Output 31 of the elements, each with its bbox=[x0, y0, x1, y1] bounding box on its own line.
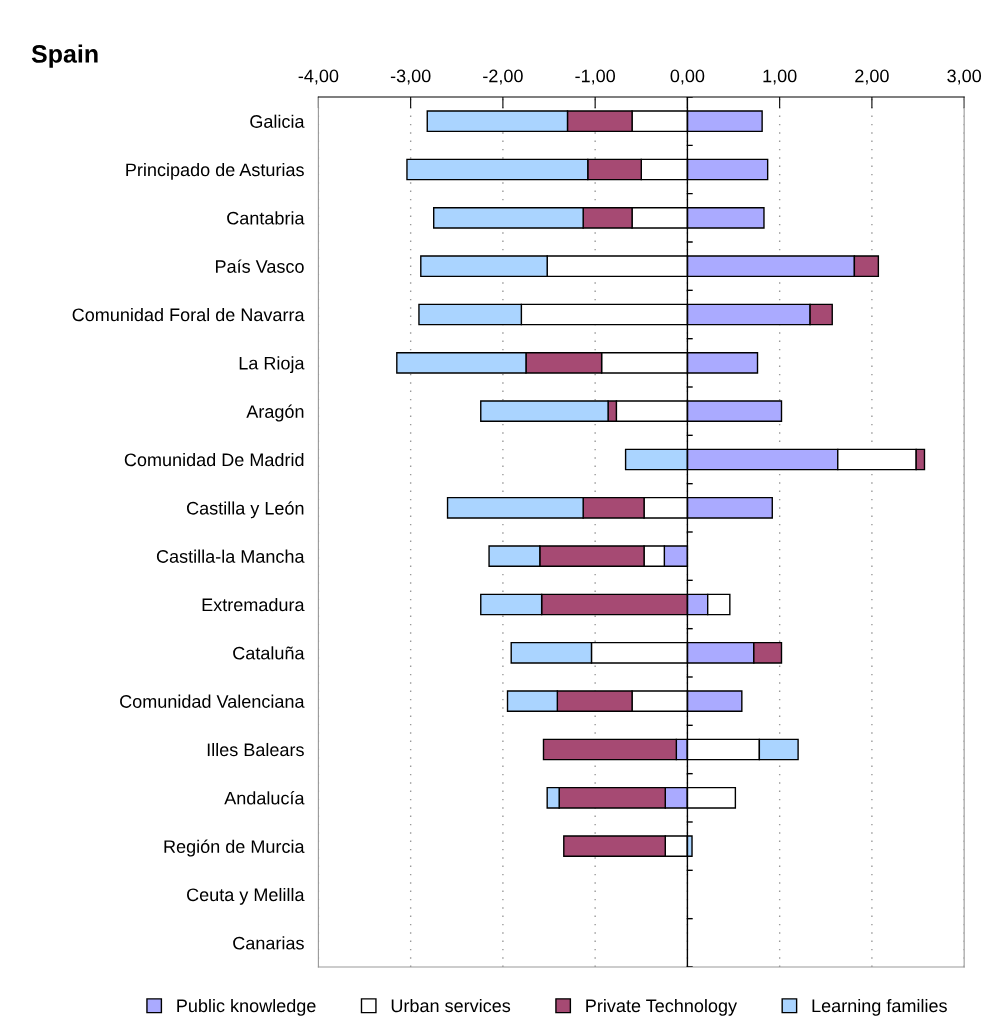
y-tick-label: País Vasco bbox=[216, 259, 304, 273]
y-tick-label: Región de Murcia bbox=[164, 839, 305, 857]
y-tick-label: Cataluña bbox=[233, 646, 305, 660]
x-tick-label: -4,00 bbox=[298, 69, 339, 85]
x-tick-label: 2,00 bbox=[855, 69, 889, 85]
y-tick-label: La Rioja bbox=[239, 356, 305, 374]
y-tick-label: Principado de Asturias bbox=[126, 162, 304, 180]
legend-label: Learning families bbox=[812, 998, 947, 1016]
y-tick-label: Cantabria bbox=[227, 211, 305, 225]
legend-label: Public knowledge bbox=[177, 998, 316, 1016]
y-tick-label: Castilla-la Mancha bbox=[156, 549, 305, 563]
legend-label: Urban services bbox=[391, 998, 511, 1013]
x-tick-label: 3,00 bbox=[947, 69, 982, 85]
y-tick-label: Canarias bbox=[233, 936, 304, 950]
y-tick-label: Aragón bbox=[246, 404, 304, 422]
x-tick-label: -1,00 bbox=[575, 69, 616, 85]
y-tick-label: Extremadura bbox=[202, 597, 305, 612]
y-tick-label: Ceuta y Melilla bbox=[187, 887, 305, 905]
y-tick-label: Galicia bbox=[250, 114, 305, 128]
x-tick-label: -3,00 bbox=[390, 69, 431, 85]
x-tick-label: 0,00 bbox=[670, 69, 705, 85]
x-tick-label: -2,00 bbox=[483, 69, 523, 85]
y-tick-label: Comunidad Foral de Navarra bbox=[72, 307, 305, 322]
y-tick-label: Comunidad Valenciana bbox=[120, 694, 305, 708]
x-tick-label: 1,00 bbox=[763, 69, 797, 85]
y-tick-label: Castilla y León bbox=[187, 501, 304, 519]
legend-label: Private Technology bbox=[586, 998, 738, 1016]
y-tick-label: Comunidad De Madrid bbox=[124, 452, 304, 467]
y-tick-label: Andalucía bbox=[224, 791, 305, 805]
text: Spain bbox=[31, 44, 98, 68]
y-tick-label: Illes Balears bbox=[207, 742, 304, 757]
